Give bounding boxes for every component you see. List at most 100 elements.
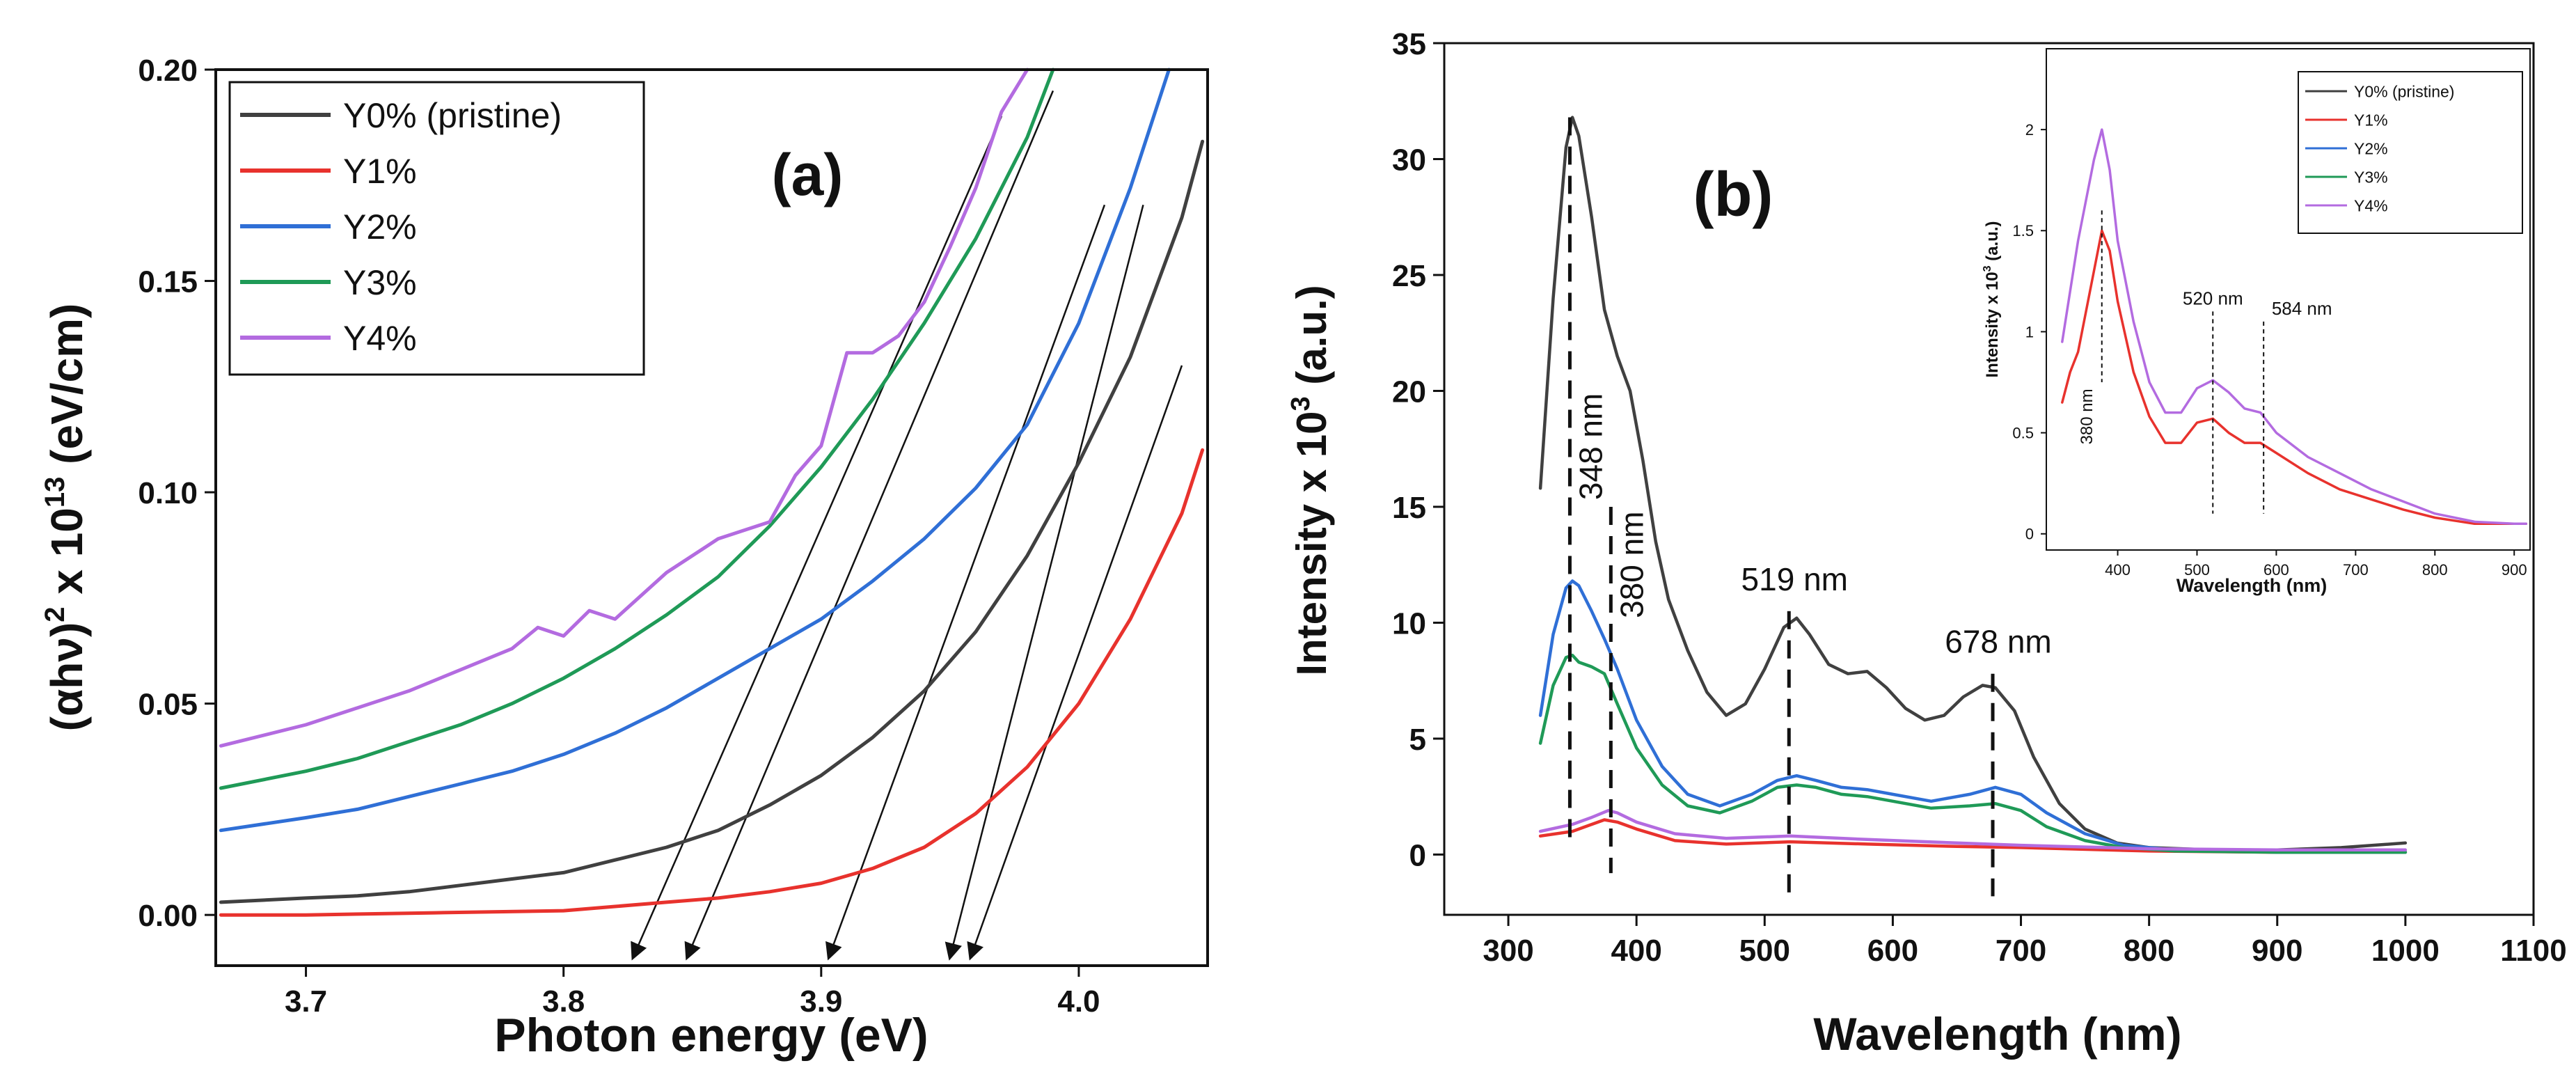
panel-b-y-tick-label: 15 xyxy=(1392,491,1426,525)
panel-b-x-tick-label: 500 xyxy=(1739,934,1790,968)
panel-b-x-tick-label: 900 xyxy=(2252,934,2302,968)
inset-peak-markers: 380 nm 520 nm 584 nm xyxy=(2078,210,2332,514)
panel-a-y-label-sup: 2 xyxy=(40,606,70,622)
panel-b-y-tick-label: 20 xyxy=(1392,375,1426,409)
panel-a-x-tick-label: 3.8 xyxy=(542,984,585,1019)
panel-a-legend-label-y1: Y1% xyxy=(343,152,417,191)
panel-b-y-tick-label: 30 xyxy=(1392,143,1426,177)
panel-b-x-tick-label: 600 xyxy=(1867,934,1918,968)
inset-legend-label-y3: Y3% xyxy=(2354,168,2388,186)
panel-b-y-tick-label: 0 xyxy=(1409,838,1426,872)
panel-a: 3.7 3.8 3.9 4.0 0.00 0.05 0.10 0.15 0.20 Y0% (pr… xyxy=(40,54,1209,1062)
panel-a-x-tick-label: 3.7 xyxy=(285,984,327,1019)
panel-b-y-label-unit: (a.u.) xyxy=(1288,285,1335,396)
inset-legend-label-y1: Y1% xyxy=(2354,111,2388,129)
panel-b-series-y2 xyxy=(1538,579,2408,854)
panel-a-legend-label-y3: Y3% xyxy=(343,263,417,302)
inset-y-label-unit: (a.u.) xyxy=(1983,221,2002,266)
inset-x-tick-label: 600 xyxy=(2263,561,2289,579)
panel-b-label: (b) xyxy=(1693,160,1773,230)
panel-b-x-tick-label: 400 xyxy=(1611,934,1661,968)
panel-a-series-y0-pristine xyxy=(219,139,1205,904)
inset-y-tick-label: 1.5 xyxy=(2012,222,2034,239)
inset-peak-label-520: 520 nm xyxy=(2183,288,2243,308)
panel-b-peak-label-348: 348 nm xyxy=(1572,393,1609,500)
inset-legend-items: Y0% (pristine) Y1% Y2% Y3% Y4% xyxy=(2305,82,2454,214)
panel-b-peak-label-380: 380 nm xyxy=(1613,511,1650,618)
inset-y-tick-label: 2 xyxy=(2025,121,2034,139)
panel-b-series-y4 xyxy=(1538,808,2408,852)
inset-x-tick-label: 900 xyxy=(2502,561,2527,579)
panel-a-legend-items: Y0% (pristine) Y1% Y2% Y3% Y4% xyxy=(240,96,562,358)
inset-x-tick-label: 400 xyxy=(2105,561,2131,579)
panel-a-series xyxy=(219,68,1205,917)
inset-legend-label-y0-pristine: Y0% (pristine) xyxy=(2354,82,2454,100)
panel-b-plot-frame xyxy=(1443,42,2535,916)
panel-b-y-tick-label: 35 xyxy=(1392,27,1426,61)
panel-a-tangent-arrow xyxy=(945,204,1144,961)
panel-b-series-y0-pristine xyxy=(1538,116,2408,852)
panel-b: 300 400 500 600 700 800 900 1000 110005101520253… xyxy=(1286,27,2567,1060)
inset-legend-label-y2: Y2% xyxy=(2354,139,2388,157)
panel-b-y-label-main: Intensity x 10 xyxy=(1288,411,1335,675)
panel-a-series-y4 xyxy=(219,68,1029,748)
panel-b-y-label-sup: 3 xyxy=(1286,396,1315,411)
panel-a-x-tick-label: 4.0 xyxy=(1057,984,1100,1019)
panel-b-x-axis-label: Wavelength (nm) xyxy=(1813,1008,2181,1060)
panel-b-series-y1 xyxy=(1538,818,2408,854)
inset-chart: 400 500 600 700 800 900 0 0.5 1 1.5 2 380 nm 520 nm… xyxy=(1982,48,2531,596)
panel-b-peak-label-519: 519 nm xyxy=(1741,561,1848,597)
panel-b-peak-label-678: 678 nm xyxy=(1945,624,2051,660)
panel-a-y-tick-label: 0.10 xyxy=(138,476,198,510)
inset-ticks: 400 500 600 700 800 900 0 0.5 1 1.5 2 xyxy=(2012,121,2527,579)
panel-b-x-tick-label: 700 xyxy=(1996,934,2046,968)
panel-a-y-axis-label: (αhν)2 x 1013 (eV/cm) xyxy=(40,304,92,732)
panel-b-ticks: 300 400 500 600 700 800 900 1000 110005101520253… xyxy=(1392,27,2567,968)
panel-b-y-tick-label: 5 xyxy=(1409,723,1426,757)
panel-b-x-tick-label: 800 xyxy=(2124,934,2174,968)
inset-legend: Y0% (pristine) Y1% Y2% Y3% Y4% xyxy=(2298,71,2523,234)
panel-b-series-y3 xyxy=(1538,653,2408,854)
panel-a-x-tick-label: 3.9 xyxy=(800,984,842,1019)
panel-a-tangent-arrow xyxy=(825,204,1106,961)
panel-a-legend-label-y2: Y2% xyxy=(343,207,417,246)
inset-y-axis-label: Intensity x 103 (a.u.) xyxy=(1982,221,2002,378)
inset-y-tick-label: 0 xyxy=(2025,526,2034,543)
panel-a-y-tick-label: 0.20 xyxy=(138,54,198,88)
inset-plot-frame xyxy=(2046,48,2531,551)
panel-a-label: (a) xyxy=(772,142,844,207)
inset-y-tick-label: 0.5 xyxy=(2012,425,2034,442)
panel-a-legend-label-y0-pristine: Y0% (pristine) xyxy=(343,96,562,135)
panel-a-series-y1 xyxy=(219,448,1205,917)
panel-b-x-tick-label: 300 xyxy=(1483,934,1533,968)
panel-b-series xyxy=(1538,116,2408,854)
inset-y-label-main: Intensity x 10 xyxy=(1983,272,2002,377)
panel-a-series-y3 xyxy=(219,68,1055,790)
panel-a-tangent-arrow xyxy=(631,116,1003,961)
inset-x-tick-label: 800 xyxy=(2422,561,2448,579)
panel-b-x-tick-label: 1100 xyxy=(2500,934,2566,968)
inset-peak-label-380: 380 nm xyxy=(2078,388,2096,444)
inset-series-y4 xyxy=(2061,128,2528,526)
panel-a-legend-label-y4: Y4% xyxy=(343,319,417,358)
inset-series xyxy=(2061,128,2528,526)
panel-a-x-axis-label: Photon energy (eV) xyxy=(494,1009,928,1062)
inset-x-axis-label: Wavelength (nm) xyxy=(2176,575,2328,596)
panel-a-y-label-unit: (eV/cm) xyxy=(42,304,92,477)
inset-x-tick-label: 500 xyxy=(2184,561,2210,579)
panel-b-y-tick-label: 10 xyxy=(1392,606,1426,641)
panel-a-y-label-mid: x 10 xyxy=(42,508,92,606)
panel-b-x-tick-label: 1000 xyxy=(2371,934,2440,968)
panel-a-plot-frame xyxy=(214,68,1209,967)
panel-a-series-y2 xyxy=(219,68,1171,833)
panel-b-y-axis-label: Intensity x 103 (a.u.) xyxy=(1286,285,1335,675)
panel-a-y-tick-label: 0.05 xyxy=(138,687,198,721)
panel-a-tangent-lines xyxy=(631,90,1183,961)
panel-a-y-label-sup2: 13 xyxy=(40,477,70,508)
inset-y-label-sup: 3 xyxy=(1982,265,1993,272)
inset-x-tick-label: 700 xyxy=(2343,561,2369,579)
panel-a-y-tick-label: 0.15 xyxy=(138,265,198,299)
inset-y-tick-label: 1 xyxy=(2025,323,2034,340)
panel-a-legend: Y0% (pristine) Y1% Y2% Y3% Y4% xyxy=(228,81,645,376)
